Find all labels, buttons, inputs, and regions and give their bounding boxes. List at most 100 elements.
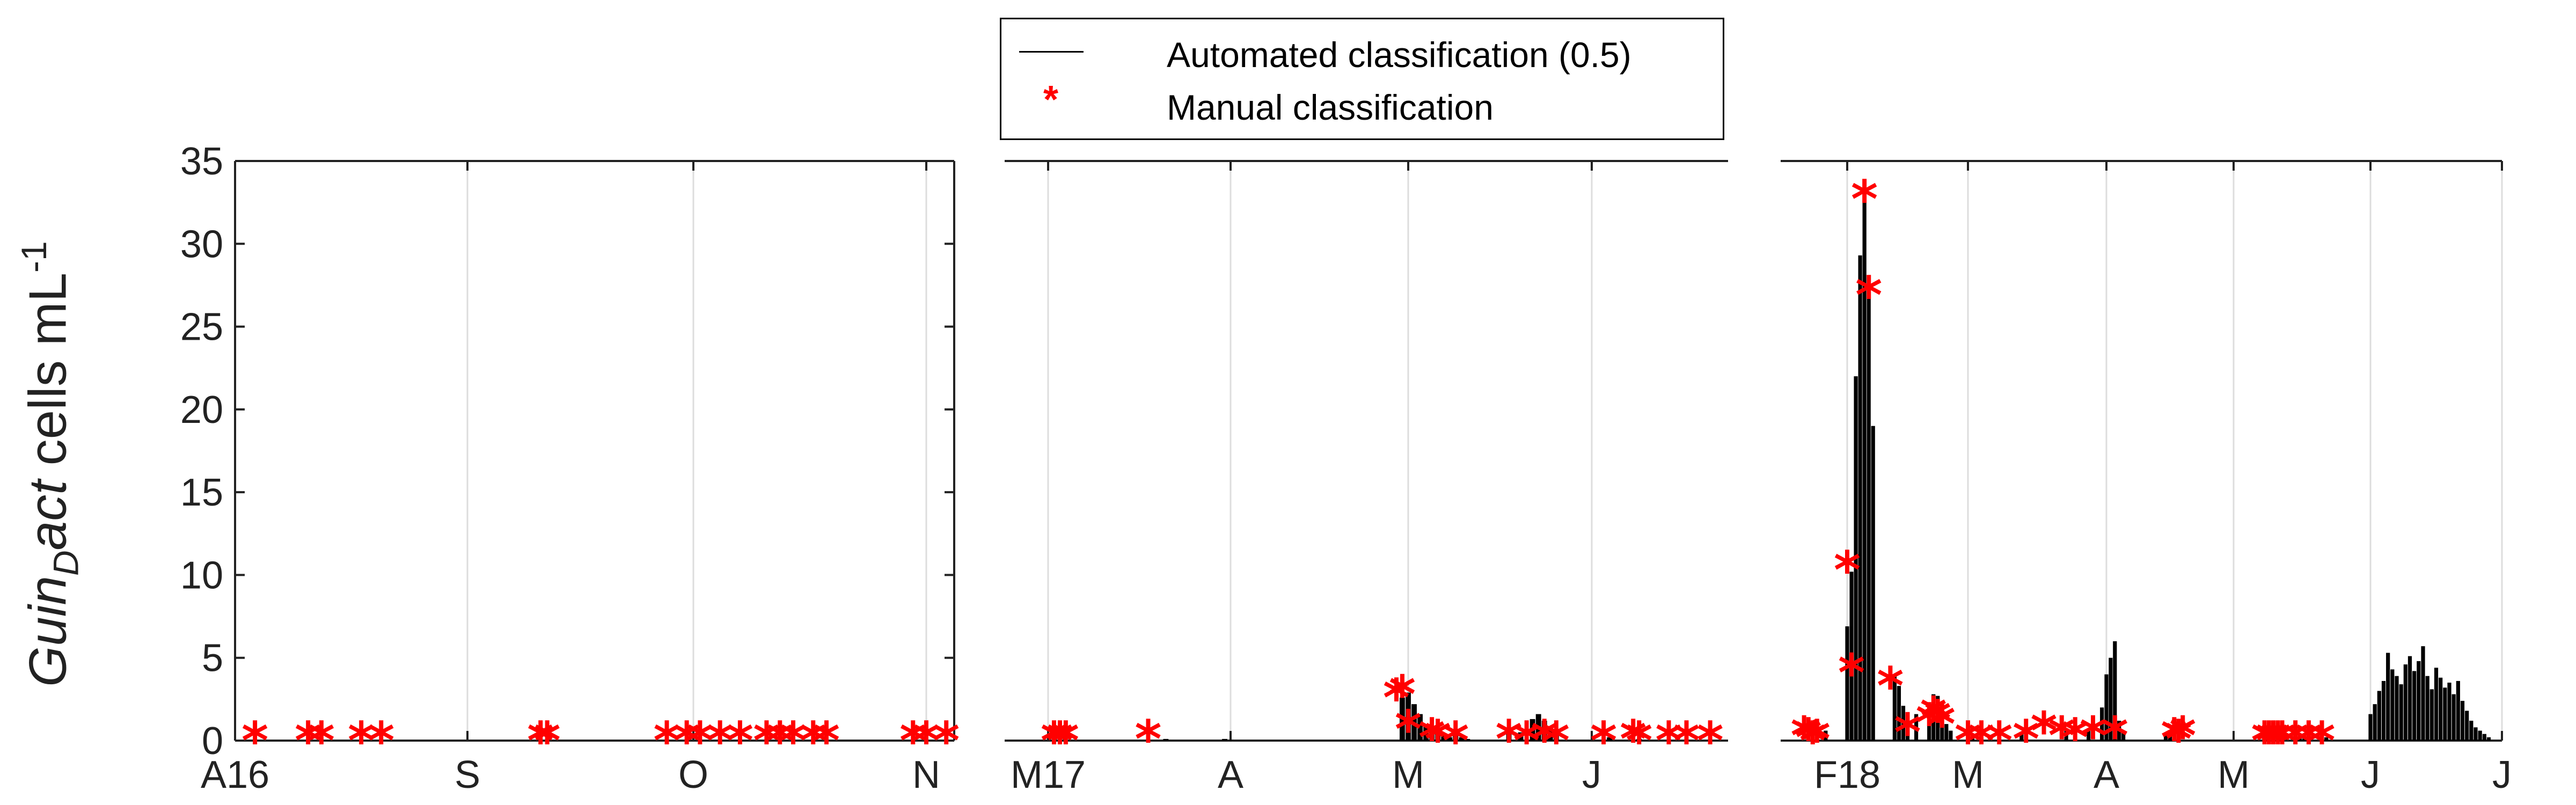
automated-bar (1506, 732, 1512, 741)
x-tick-label: F18 (1814, 753, 1880, 796)
automated-bar (2456, 680, 2460, 741)
manual-star-point: * (1655, 711, 1682, 771)
automated-bar (2465, 711, 2469, 741)
manual-star-point: * (1620, 709, 1646, 770)
automated-bar (1518, 732, 1524, 741)
automated-bar (1849, 572, 1854, 741)
manual-star-point: * (813, 711, 840, 771)
automated-bar (1905, 715, 1910, 741)
automated-bar (2109, 657, 2113, 741)
manual-star-point: * (2062, 708, 2089, 768)
y-tick-label: 35 (180, 140, 223, 183)
automated-bar (2443, 687, 2447, 741)
automated-bar (1435, 734, 1441, 741)
automated-bar (2395, 676, 2399, 741)
automated-bar (2373, 704, 2377, 741)
manual-star-point: * (1395, 699, 1422, 759)
x-tick-label: A (1218, 753, 1243, 796)
automated-bar (2429, 689, 2434, 741)
automated-bar (2439, 677, 2443, 741)
manual-star-point: * (2169, 706, 2196, 766)
manual-star-point: * (308, 711, 335, 771)
legend-label-manual: Manual classification (1167, 87, 1494, 127)
automated-bar (2121, 732, 2126, 741)
automated-bar (1553, 735, 1559, 741)
automated-bar (2113, 641, 2117, 741)
automated-bar (1854, 376, 1858, 741)
manual-star-point: * (2251, 711, 2278, 771)
automated-bar (2425, 676, 2429, 741)
manual-star-point: * (2308, 711, 2335, 771)
manual-star-point: * (2161, 708, 2187, 768)
automated-bar (2478, 730, 2482, 741)
legend-star-marker: * (1043, 78, 1059, 121)
automated-bar (2302, 735, 2307, 741)
automated-bar (1931, 694, 1936, 741)
y-tick-label: 10 (180, 554, 223, 597)
automated-bar (2403, 664, 2407, 741)
manual-star-point: * (2030, 701, 2057, 761)
x-tick-label: J (2492, 753, 2512, 796)
manual-star-point: * (1418, 708, 1445, 768)
y-label-subscript: D (46, 550, 86, 576)
automated-bar (1944, 724, 1949, 741)
automated-bar (1858, 255, 1862, 741)
automated-bar (2386, 653, 2390, 741)
automated-bar (2019, 732, 2024, 741)
x-tick-label: J (2361, 753, 2380, 796)
y-label-prefix: Guin (18, 575, 77, 687)
automated-bar (1892, 674, 1897, 741)
x-tick-label: A16 (201, 753, 269, 796)
manual-star-point: * (653, 711, 680, 771)
x-tick-label: M (2218, 753, 2250, 796)
manual-star-point: * (1855, 266, 1882, 326)
manual-star-point: * (1791, 706, 1818, 766)
automated-bar (1871, 426, 1875, 741)
automated-bar (1441, 735, 1447, 741)
automated-bar (2104, 674, 2109, 741)
manual-star-point: * (933, 711, 960, 771)
automated-bar (2168, 734, 2172, 741)
manual-star-point: * (1442, 711, 1469, 771)
manual-star-point: * (1851, 170, 1878, 230)
automated-bar (2447, 683, 2451, 741)
manual-star-point: * (1495, 709, 1522, 770)
manual-star-point: * (2080, 706, 2106, 766)
manual-star-point: * (1894, 703, 1921, 763)
manual-star-point: * (1697, 711, 1724, 771)
x-tick-label: M (1952, 753, 1984, 796)
automated-bar (1867, 293, 1871, 741)
manual-star-point: * (2268, 711, 2295, 771)
manual-star-point: * (533, 711, 560, 771)
manual-star-point: * (295, 711, 321, 771)
y-tick-label: 20 (180, 389, 223, 431)
automated-bar (1459, 737, 1465, 741)
y-tick-label: 15 (180, 471, 223, 514)
automated-bar (1541, 720, 1547, 741)
automated-bar (1429, 730, 1435, 741)
manual-star-point: * (2256, 711, 2282, 771)
x-tick-label: M17 (1011, 753, 1086, 796)
manual-star-point: * (1799, 711, 1826, 771)
manual-star-point: * (2264, 711, 2291, 771)
manual-star-point: * (527, 711, 554, 771)
manual-star-point: * (706, 711, 733, 771)
manual-star-point: * (1920, 686, 1947, 747)
manual-star-point: * (1955, 711, 1981, 771)
manual-star-point: * (766, 711, 793, 771)
manual-star-point: * (1929, 694, 1956, 755)
automated-bar (1465, 738, 1470, 741)
manual-star-point: * (2282, 711, 2309, 771)
manual-star-point: * (780, 711, 807, 771)
legend-label-automated: Automated classification (0.5) (1167, 35, 1631, 75)
automated-bar (1970, 735, 1974, 741)
y-label-units: cells mL (18, 272, 77, 480)
automated-bar (1400, 697, 1405, 741)
automated-bar (2469, 720, 2473, 741)
x-tick-label: A (2094, 753, 2119, 796)
automated-bar (2390, 669, 2395, 741)
automated-bar (1607, 737, 1613, 741)
automated-bar (2434, 668, 2439, 741)
manual-star-point: * (2165, 709, 2192, 770)
automated-bar (2297, 735, 2302, 741)
